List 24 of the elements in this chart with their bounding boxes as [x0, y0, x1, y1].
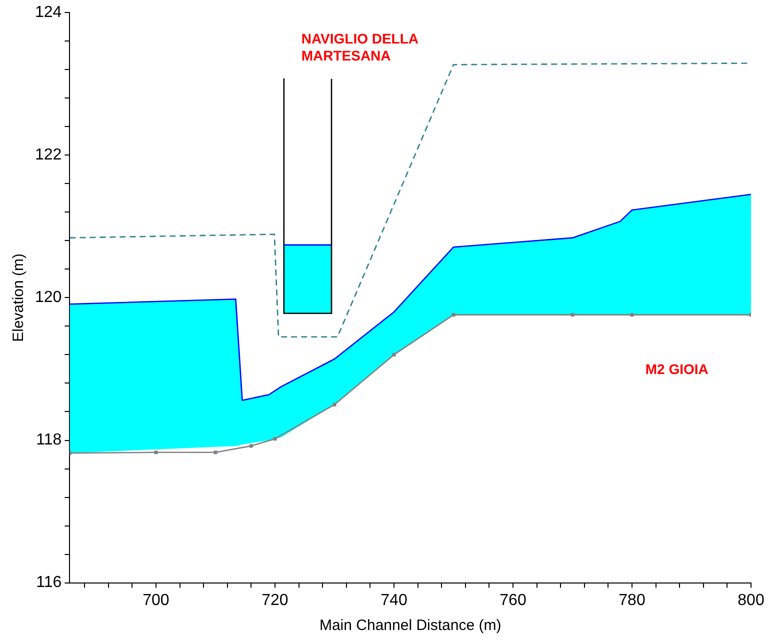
- x-tick-label: 760: [500, 592, 526, 609]
- y-axis-title: Elevation (m): [10, 254, 28, 342]
- y-tick-label: 120: [34, 289, 62, 306]
- annotation: M2 GIOIA: [645, 361, 708, 378]
- y-tick-label: 122: [34, 146, 62, 164]
- point: [452, 313, 456, 317]
- x-tick-label: 700: [142, 592, 170, 609]
- x-axis-title: Main Channel Distance (m): [319, 617, 502, 634]
- point: [630, 313, 634, 317]
- y-tick-label: 118: [36, 432, 62, 449]
- point: [392, 352, 396, 356]
- x-tick-label: 800: [738, 592, 764, 609]
- x-tick-label: 780: [618, 592, 646, 609]
- point: [570, 313, 574, 317]
- y-tick-label: 124: [34, 4, 62, 22]
- point: [332, 402, 336, 406]
- x-tick-label: 720: [262, 592, 288, 609]
- point: [273, 437, 277, 441]
- point: [154, 450, 158, 454]
- point: [249, 444, 253, 448]
- point: [214, 450, 218, 454]
- y-tick-label: 116: [36, 574, 62, 592]
- annotation: NAVIGLIO DELLA MARTESANA: [301, 30, 419, 64]
- x-tick-label: 740: [380, 592, 408, 609]
